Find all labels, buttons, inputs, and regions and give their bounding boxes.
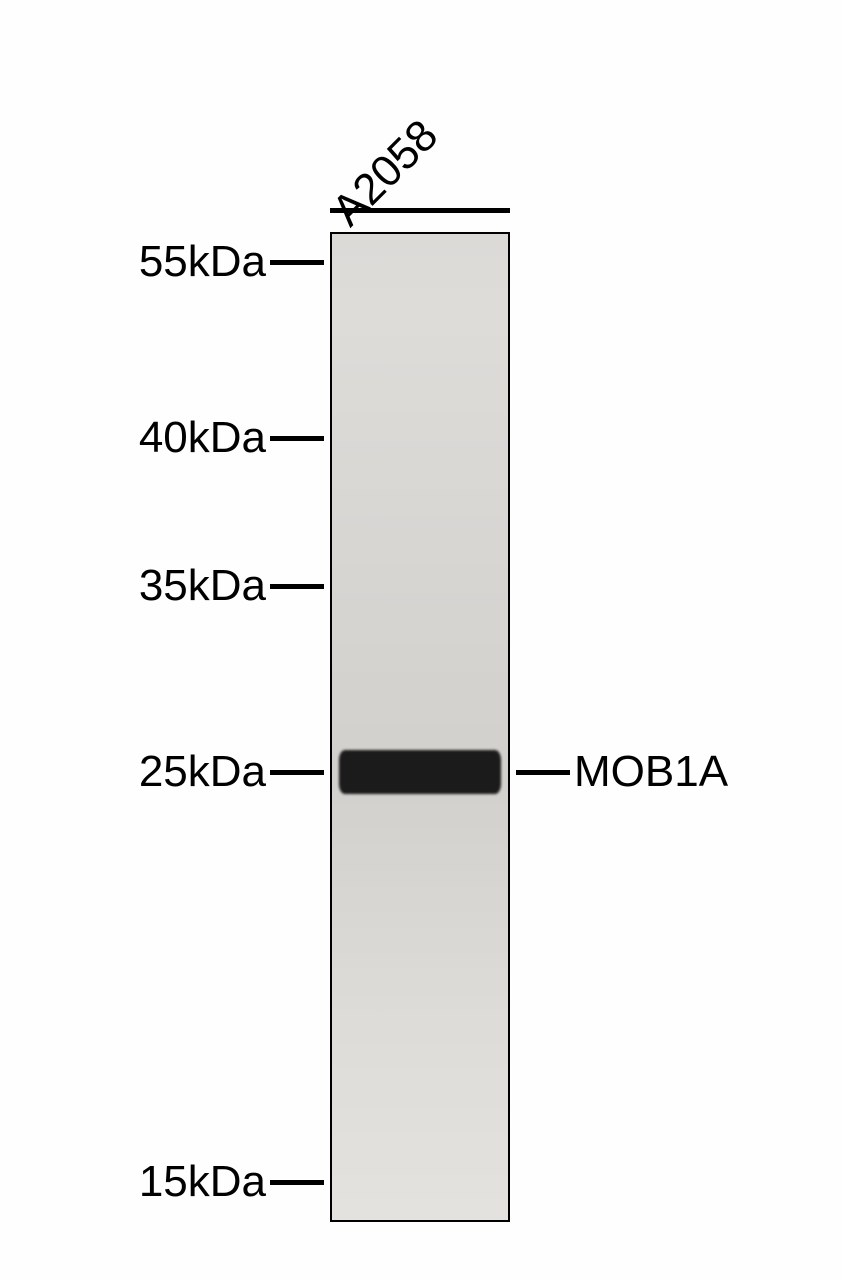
blot-lane xyxy=(330,232,510,1222)
mw-marker: 25kDa xyxy=(0,750,324,794)
mw-marker: 15kDa xyxy=(0,1160,324,1204)
mw-marker: 40kDa xyxy=(0,416,324,460)
protein-band xyxy=(339,750,501,794)
western-blot-figure: A2058 55kDa 40kDa 35kDa 25kDa 15kDa MOB1A xyxy=(0,0,841,1280)
lane-label: A2058 xyxy=(323,111,448,236)
lane-background xyxy=(332,234,508,1220)
protein-label: MOB1A xyxy=(516,750,728,794)
lane-label-underline xyxy=(330,208,510,213)
mw-marker-tick xyxy=(270,1180,324,1185)
mw-marker: 35kDa xyxy=(0,564,324,608)
protein-label-tick xyxy=(516,770,570,775)
mw-marker-label: 40kDa xyxy=(139,413,266,463)
mw-marker: 55kDa xyxy=(0,240,324,284)
mw-marker-label: 15kDa xyxy=(139,1157,266,1207)
mw-marker-label: 35kDa xyxy=(139,561,266,611)
mw-marker-tick xyxy=(270,436,324,441)
protein-label-text: MOB1A xyxy=(574,747,728,797)
mw-marker-tick xyxy=(270,770,324,775)
mw-marker-label: 25kDa xyxy=(139,747,266,797)
lane-label-text: A2058 xyxy=(323,111,448,236)
mw-marker-tick xyxy=(270,260,324,265)
mw-marker-label: 55kDa xyxy=(139,237,266,287)
mw-marker-tick xyxy=(270,584,324,589)
